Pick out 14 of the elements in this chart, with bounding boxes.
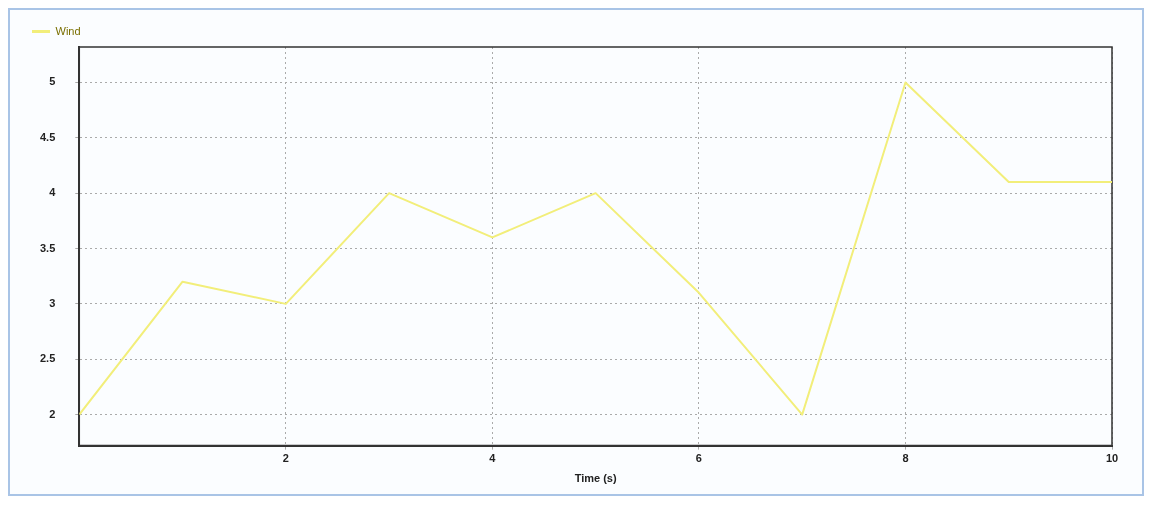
x-tick-label: 6	[695, 452, 702, 465]
y-tick-label: 4	[49, 186, 57, 199]
y-tick-label: 2.5	[39, 352, 56, 365]
x-tick-label: 10	[1105, 452, 1119, 465]
y-tick-label: 4.5	[39, 130, 56, 143]
y-tick-label: 2	[49, 407, 56, 420]
y-tick-label: 3.5	[39, 241, 56, 254]
x-tick-label: 2	[282, 452, 289, 465]
legend-label: Wind	[55, 24, 81, 37]
x-axis-title: Time (s)	[574, 472, 617, 485]
y-tick-label: 5	[49, 75, 56, 88]
x-tick-label: 4	[489, 452, 497, 465]
x-tick-label: 8	[902, 452, 909, 465]
y-tick-label: 3	[49, 296, 56, 309]
